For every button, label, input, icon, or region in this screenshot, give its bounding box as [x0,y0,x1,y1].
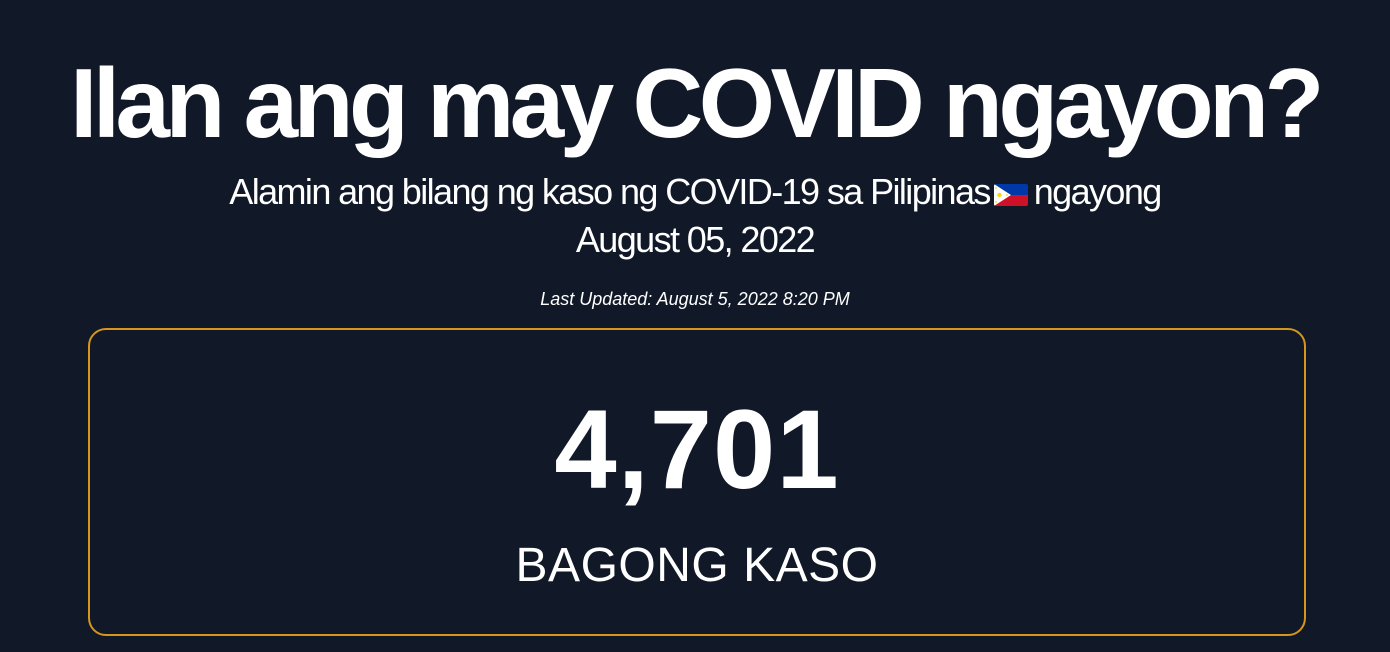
subtitle-line-1: Alamin ang bilang ng kaso ng COVID-19 sa… [0,168,1390,216]
page-title: Ilan ang may COVID ngayon? [70,48,1324,158]
new-cases-label: BAGONG KASO [515,539,879,592]
philippines-flag-icon [993,184,1028,206]
subtitle-date: August 05, 2022 [575,219,816,260]
subtitle-text-ngayong: ngayong [1033,171,1163,212]
page-subtitle: Alamin ang bilang ng kaso ng COVID-19 sa… [0,168,1390,264]
new-cases-count: 4,701 [554,387,840,512]
new-cases-card: 4,701 BAGONG KASO [88,328,1306,636]
last-updated-text: Last Updated: August 5, 2022 8:20 PM [540,289,850,309]
subtitle-text: Alamin ang bilang ng kaso ng COVID-19 sa… [229,171,991,212]
